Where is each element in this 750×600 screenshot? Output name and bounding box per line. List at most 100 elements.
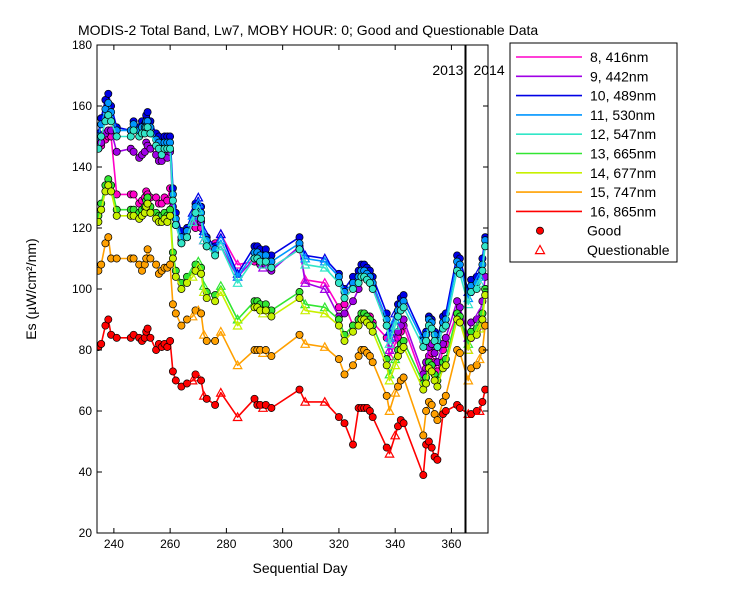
questionable-point xyxy=(215,286,227,296)
year-label-2014: 2014 xyxy=(473,62,504,78)
legend-good-label: Good xyxy=(587,223,621,239)
good-point xyxy=(295,330,304,339)
good-point xyxy=(97,260,106,269)
questionable-point xyxy=(319,396,331,406)
good-point xyxy=(441,321,450,330)
good-point xyxy=(267,263,276,272)
questionable-point xyxy=(389,359,401,370)
good-point xyxy=(197,269,206,278)
good-point xyxy=(202,242,211,251)
questionable-point xyxy=(232,359,243,370)
good-point xyxy=(177,285,186,293)
good-point xyxy=(419,471,428,480)
y-tick-label: 80 xyxy=(79,343,93,357)
series-8 xyxy=(97,315,488,480)
good-point xyxy=(481,291,488,300)
good-point xyxy=(107,117,116,126)
good-point xyxy=(168,196,177,205)
questionable-point xyxy=(299,277,311,287)
good-point xyxy=(107,187,116,196)
questionable-point xyxy=(474,353,485,364)
good-point xyxy=(112,254,121,263)
good-point xyxy=(146,333,155,342)
good-point xyxy=(481,385,488,394)
good-point xyxy=(472,285,481,293)
good-point xyxy=(295,385,304,394)
good-point xyxy=(143,324,152,333)
good-point xyxy=(399,303,408,312)
legend-entry: 16, 865nm xyxy=(590,203,656,219)
good-point xyxy=(152,260,161,269)
questionable-point xyxy=(193,198,204,208)
questionable-point xyxy=(215,387,227,397)
questionable-point xyxy=(389,387,401,397)
questionable-point xyxy=(299,304,311,315)
y-tick-label: 120 xyxy=(72,221,92,235)
y-axis-title: Es (µW/cm²/nm) xyxy=(23,238,39,339)
y-tick-label: 180 xyxy=(72,38,92,52)
good-point xyxy=(441,391,450,400)
good-point xyxy=(202,394,211,403)
good-point xyxy=(267,404,276,412)
good-point xyxy=(427,324,436,333)
good-point xyxy=(399,419,408,428)
chart-title: MODIS-2 Total Band, Lw7, MOBY HOUR: 0; G… xyxy=(78,22,538,38)
good-point xyxy=(183,278,191,287)
good-point xyxy=(171,376,180,385)
good-point xyxy=(211,251,220,260)
questionable-point xyxy=(319,277,331,287)
questionable-point xyxy=(474,277,485,287)
good-point xyxy=(481,242,488,251)
good-point xyxy=(104,233,113,242)
good-point xyxy=(334,321,343,330)
questionable-point xyxy=(198,329,210,339)
questionable-point xyxy=(193,192,204,202)
good-point xyxy=(171,309,180,318)
good-point xyxy=(368,413,377,422)
questionable-point xyxy=(299,338,311,348)
series-7 xyxy=(97,233,488,440)
legend-box xyxy=(509,42,678,263)
x-tick-label: 300 xyxy=(273,537,293,551)
good-point xyxy=(112,132,121,141)
questionable-point xyxy=(319,341,331,351)
questionable-point xyxy=(299,396,311,406)
questionable-point xyxy=(319,256,331,266)
y-tick-label: 40 xyxy=(79,465,93,479)
good-point xyxy=(295,245,304,254)
good-point xyxy=(171,220,180,229)
good-point xyxy=(334,278,343,287)
good-point xyxy=(166,260,175,269)
questionable-point xyxy=(319,283,331,293)
good-point xyxy=(143,199,152,208)
good-point xyxy=(382,443,391,452)
good-point xyxy=(340,336,349,345)
questionable-point xyxy=(215,240,227,251)
good-point xyxy=(211,297,220,306)
y-tick-label: 20 xyxy=(79,526,93,540)
legend-entry: 14, 677nm xyxy=(590,165,656,181)
good-point xyxy=(104,315,113,324)
questionable-point xyxy=(319,307,331,318)
good-point xyxy=(382,321,391,330)
good-point xyxy=(455,404,464,412)
legend-entry: 9, 442nm xyxy=(590,68,648,84)
questionable-point xyxy=(384,405,395,415)
legend-questionable-marker xyxy=(534,244,546,255)
good-point xyxy=(427,367,436,376)
questionable-point xyxy=(193,262,204,272)
good-point xyxy=(267,352,276,361)
legend-entry: 8, 416nm xyxy=(590,49,648,65)
good-point xyxy=(441,407,450,415)
good-point xyxy=(129,254,138,263)
good-point xyxy=(422,336,431,345)
good-point xyxy=(368,285,377,293)
x-axis-title: Sequential Day xyxy=(253,560,348,576)
good-point xyxy=(368,327,377,336)
questionable-point xyxy=(319,262,331,272)
y-tick-label: 100 xyxy=(72,282,92,296)
good-point xyxy=(472,361,481,370)
good-point xyxy=(104,89,113,98)
